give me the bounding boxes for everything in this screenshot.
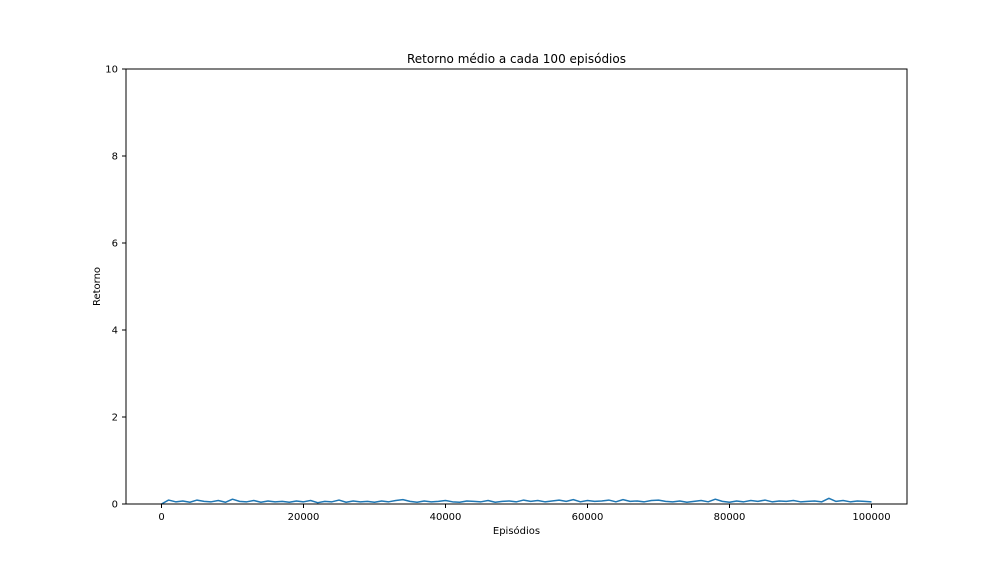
- x-tick-label: 20000: [288, 512, 320, 523]
- y-tick-label: 10: [105, 65, 118, 76]
- y-axis: 0 2 4 6 8 10: [105, 65, 126, 511]
- x-tick-label: 100000: [852, 512, 890, 523]
- y-tick-label: 6: [112, 239, 118, 250]
- x-tick-label: 60000: [572, 512, 604, 523]
- x-axis-label: Episódios: [493, 525, 540, 537]
- y-tick-label: 8: [112, 152, 118, 163]
- x-tick-label: 40000: [430, 512, 462, 523]
- y-axis-label: Retorno: [92, 267, 103, 306]
- series-layer: [161, 497, 872, 505]
- chart-title: Retorno médio a cada 100 episódios: [407, 52, 626, 66]
- x-tick-label: 0: [158, 512, 164, 523]
- x-axis: 0 20000 40000 60000 80000 100000: [158, 504, 891, 523]
- series-line: [161, 497, 872, 505]
- x-tick-label: 80000: [714, 512, 746, 523]
- y-tick-label: 4: [112, 326, 118, 337]
- y-tick-label: 0: [112, 500, 118, 511]
- y-tick-label: 2: [112, 413, 118, 424]
- plot-frame: [125, 68, 908, 505]
